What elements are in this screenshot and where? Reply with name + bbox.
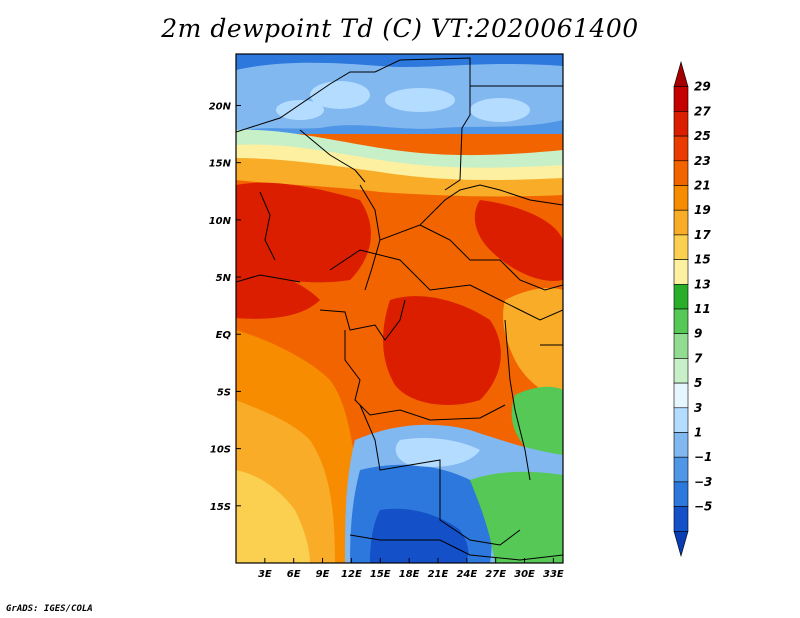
lat-tick-label: 5N	[216, 273, 232, 284]
colorbar-swatch	[673, 481, 689, 507]
lat-tick-label: EQ	[216, 330, 232, 341]
map-title: 2m dewpoint Td (C) VT:2020061400	[161, 14, 639, 43]
colorbar-label: −1	[694, 450, 712, 464]
colorbar-swatch	[673, 135, 689, 162]
colorbar-label: 25	[694, 129, 711, 143]
colorbar-swatch	[673, 259, 689, 285]
colorbar-swatch	[673, 308, 689, 335]
colorbar-swatch	[673, 111, 689, 137]
colorbar: 29 27 25 23 21 19 17 15 13 11 9 7 5 3 1 −1 −3 −5	[673, 60, 712, 558]
dewpoint-field	[236, 54, 563, 563]
colorbar-swatch	[673, 382, 689, 409]
colorbar-label: 13	[694, 277, 711, 291]
lon-tick-label: 15E	[370, 569, 391, 580]
colorbar-label: 23	[694, 154, 711, 168]
lat-tick-label: 15S	[210, 502, 231, 513]
lon-tick-label: 27E	[485, 569, 506, 580]
lon-tick-label: 24E	[456, 569, 477, 580]
colorbar-label: 11	[694, 302, 711, 316]
lat-tick-label: 10S	[210, 445, 231, 456]
lat-tick-label: 5S	[217, 387, 231, 398]
colorbar-swatch	[673, 60, 689, 87]
colorbar-swatch	[673, 432, 689, 458]
lon-tick-label: 18E	[399, 569, 420, 580]
lon-tick-label: 6E	[287, 569, 301, 580]
colorbar-swatch	[673, 530, 689, 558]
colorbar-label: 5	[694, 376, 702, 390]
lon-tick-label: 3E	[258, 569, 272, 580]
colorbar-label: 1	[694, 426, 702, 440]
colorbar-label: 17	[694, 228, 711, 242]
lat-tick-label: 10N	[209, 216, 232, 227]
colorbar-swatch	[673, 209, 689, 236]
colorbar-swatch	[673, 234, 689, 260]
colorbar-label: 29	[694, 80, 711, 94]
colorbar-swatch	[673, 333, 689, 359]
colorbar-swatch	[673, 283, 689, 310]
longitude-axis: 3E 6E 9E 12E 15E 18E 21E 24E 27E 30E 33E	[258, 558, 564, 580]
colorbar-label: 15	[694, 253, 711, 267]
lon-tick-label: 30E	[514, 569, 535, 580]
colorbar-label: 21	[694, 179, 711, 193]
lon-tick-label: 12E	[341, 569, 362, 580]
lon-tick-label: 33E	[543, 569, 564, 580]
colorbar-swatch	[673, 358, 689, 384]
colorbar-label: 27	[694, 104, 711, 118]
colorbar-label: −3	[694, 475, 712, 489]
lat-tick-label: 20N	[209, 101, 232, 112]
colorbar-swatch	[673, 506, 689, 532]
country-borders	[236, 57, 563, 561]
colorbar-label: −5	[694, 500, 712, 514]
colorbar-swatch	[673, 185, 689, 211]
colorbar-swatch	[673, 407, 689, 433]
colorbar-label: 9	[694, 327, 702, 341]
lon-tick-label: 9E	[316, 569, 330, 580]
lat-tick-label: 15N	[209, 159, 232, 170]
colorbar-label: 19	[694, 203, 711, 217]
colorbar-label: 7	[694, 351, 703, 365]
colorbar-swatch	[673, 160, 689, 186]
colorbar-swatch	[673, 86, 689, 112]
colorbar-swatch	[673, 456, 689, 483]
map-frame	[235, 53, 564, 564]
lon-tick-label: 21E	[428, 569, 449, 580]
latitude-axis: 20N 15N 10N 5N EQ 5S 10S 15S	[209, 101, 241, 513]
colorbar-label: 3	[694, 401, 702, 415]
grads-credit: GrADS: IGES/COLA	[6, 604, 93, 614]
